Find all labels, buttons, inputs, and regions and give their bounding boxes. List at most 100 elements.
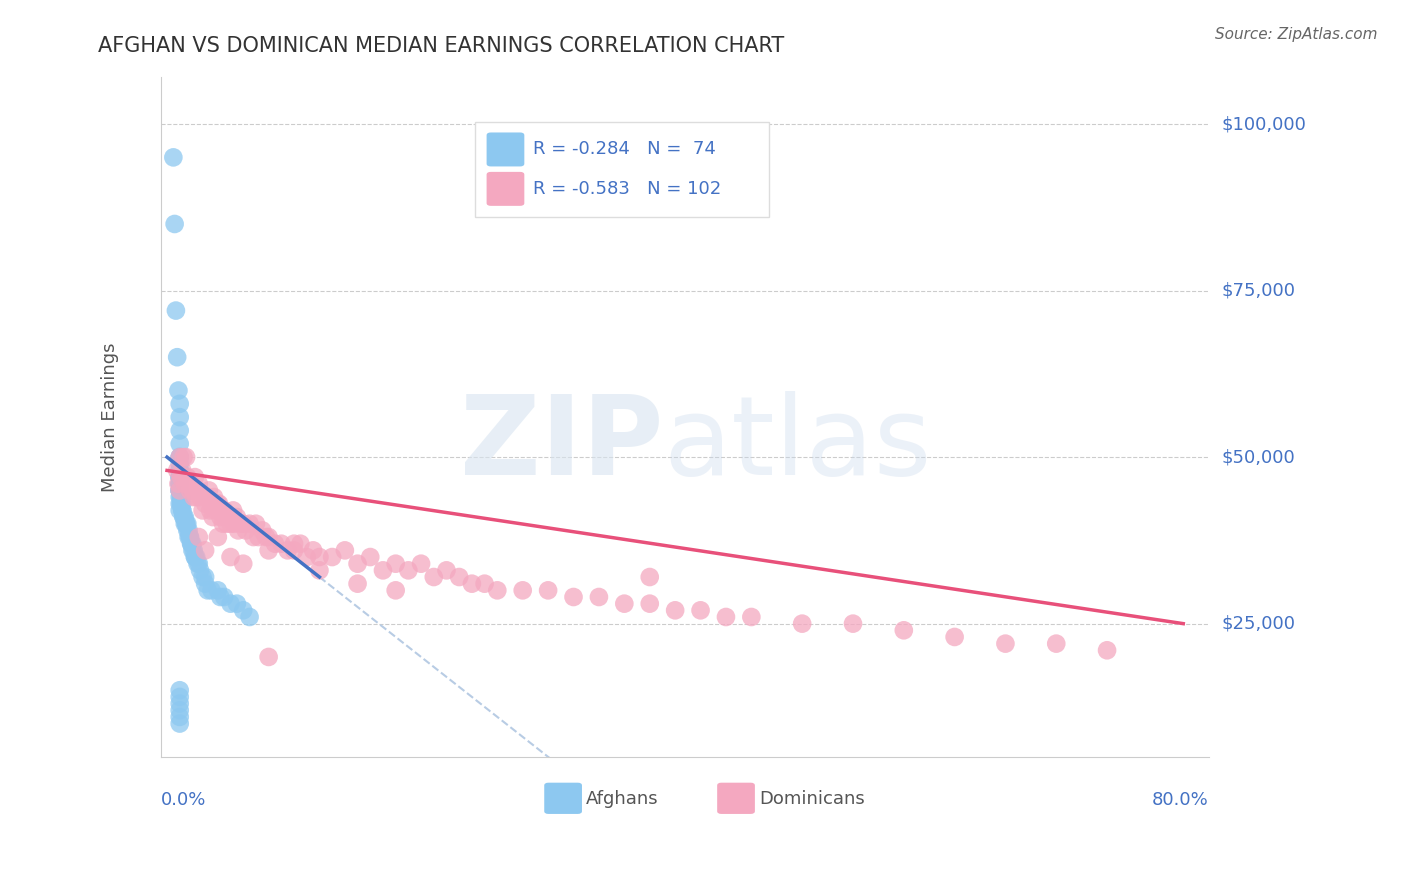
FancyBboxPatch shape — [486, 133, 524, 167]
Point — [174, 516, 197, 531]
Point — [689, 603, 711, 617]
Point — [173, 510, 195, 524]
Text: $75,000: $75,000 — [1222, 282, 1295, 300]
FancyBboxPatch shape — [486, 172, 524, 206]
Point — [740, 610, 762, 624]
Point — [396, 563, 419, 577]
Point — [173, 476, 195, 491]
Point — [194, 576, 217, 591]
Point — [242, 530, 264, 544]
Point — [893, 624, 915, 638]
Point — [172, 503, 194, 517]
Point — [512, 583, 534, 598]
Point — [219, 516, 242, 531]
Point — [169, 703, 191, 717]
Point — [222, 503, 245, 517]
Point — [321, 549, 343, 564]
Point — [170, 490, 193, 504]
Point — [172, 463, 194, 477]
Point — [200, 583, 222, 598]
Point — [183, 543, 205, 558]
Point — [194, 543, 217, 558]
Point — [333, 543, 356, 558]
Point — [229, 516, 252, 531]
Point — [295, 549, 318, 564]
Point — [169, 463, 191, 477]
Point — [204, 503, 226, 517]
Point — [994, 637, 1017, 651]
Point — [384, 557, 406, 571]
Point — [169, 470, 191, 484]
Point — [207, 497, 229, 511]
Point — [166, 463, 188, 477]
Point — [252, 524, 274, 538]
Point — [170, 490, 193, 504]
Point — [664, 603, 686, 617]
Point — [436, 563, 458, 577]
Point — [188, 563, 211, 577]
Point — [283, 537, 305, 551]
Point — [169, 463, 191, 477]
Text: Median Earnings: Median Earnings — [101, 343, 120, 491]
Point — [409, 557, 432, 571]
Point — [194, 497, 217, 511]
Point — [176, 470, 198, 484]
Point — [200, 497, 222, 511]
Point — [212, 590, 235, 604]
Point — [613, 597, 636, 611]
Point — [359, 549, 381, 564]
Point — [537, 583, 560, 598]
Point — [181, 543, 204, 558]
Point — [277, 543, 299, 558]
Text: AFGHAN VS DOMINICAN MEDIAN EARNINGS CORRELATION CHART: AFGHAN VS DOMINICAN MEDIAN EARNINGS CORR… — [98, 36, 785, 55]
Point — [173, 516, 195, 531]
Point — [346, 557, 368, 571]
Point — [346, 576, 368, 591]
Point — [169, 716, 191, 731]
Point — [169, 450, 191, 464]
FancyBboxPatch shape — [544, 782, 582, 814]
Point — [180, 476, 202, 491]
Point — [173, 510, 195, 524]
Point — [239, 516, 262, 531]
Point — [449, 570, 471, 584]
Point — [308, 563, 330, 577]
Point — [225, 510, 247, 524]
Point — [257, 649, 280, 664]
Point — [174, 516, 197, 531]
Point — [423, 570, 446, 584]
Point — [179, 530, 201, 544]
Point — [173, 450, 195, 464]
Point — [198, 483, 221, 498]
Point — [792, 616, 814, 631]
Point — [209, 590, 232, 604]
Point — [186, 549, 208, 564]
Point — [201, 510, 224, 524]
Point — [184, 549, 207, 564]
Point — [302, 543, 325, 558]
Point — [384, 583, 406, 598]
Point — [187, 557, 209, 571]
Point — [167, 384, 190, 398]
Point — [177, 524, 200, 538]
Point — [290, 537, 312, 551]
Point — [169, 497, 191, 511]
Point — [181, 537, 204, 551]
Point — [232, 516, 254, 531]
Point — [169, 490, 191, 504]
Point — [169, 476, 191, 491]
Point — [169, 410, 191, 425]
Point — [226, 524, 249, 538]
Point — [180, 537, 202, 551]
Point — [169, 470, 191, 484]
Point — [200, 503, 222, 517]
Point — [211, 503, 233, 517]
Point — [254, 530, 277, 544]
Point — [209, 510, 232, 524]
Point — [176, 524, 198, 538]
Point — [183, 490, 205, 504]
Point — [169, 710, 191, 724]
Point — [169, 476, 191, 491]
Point — [169, 437, 191, 451]
Point — [184, 549, 207, 564]
